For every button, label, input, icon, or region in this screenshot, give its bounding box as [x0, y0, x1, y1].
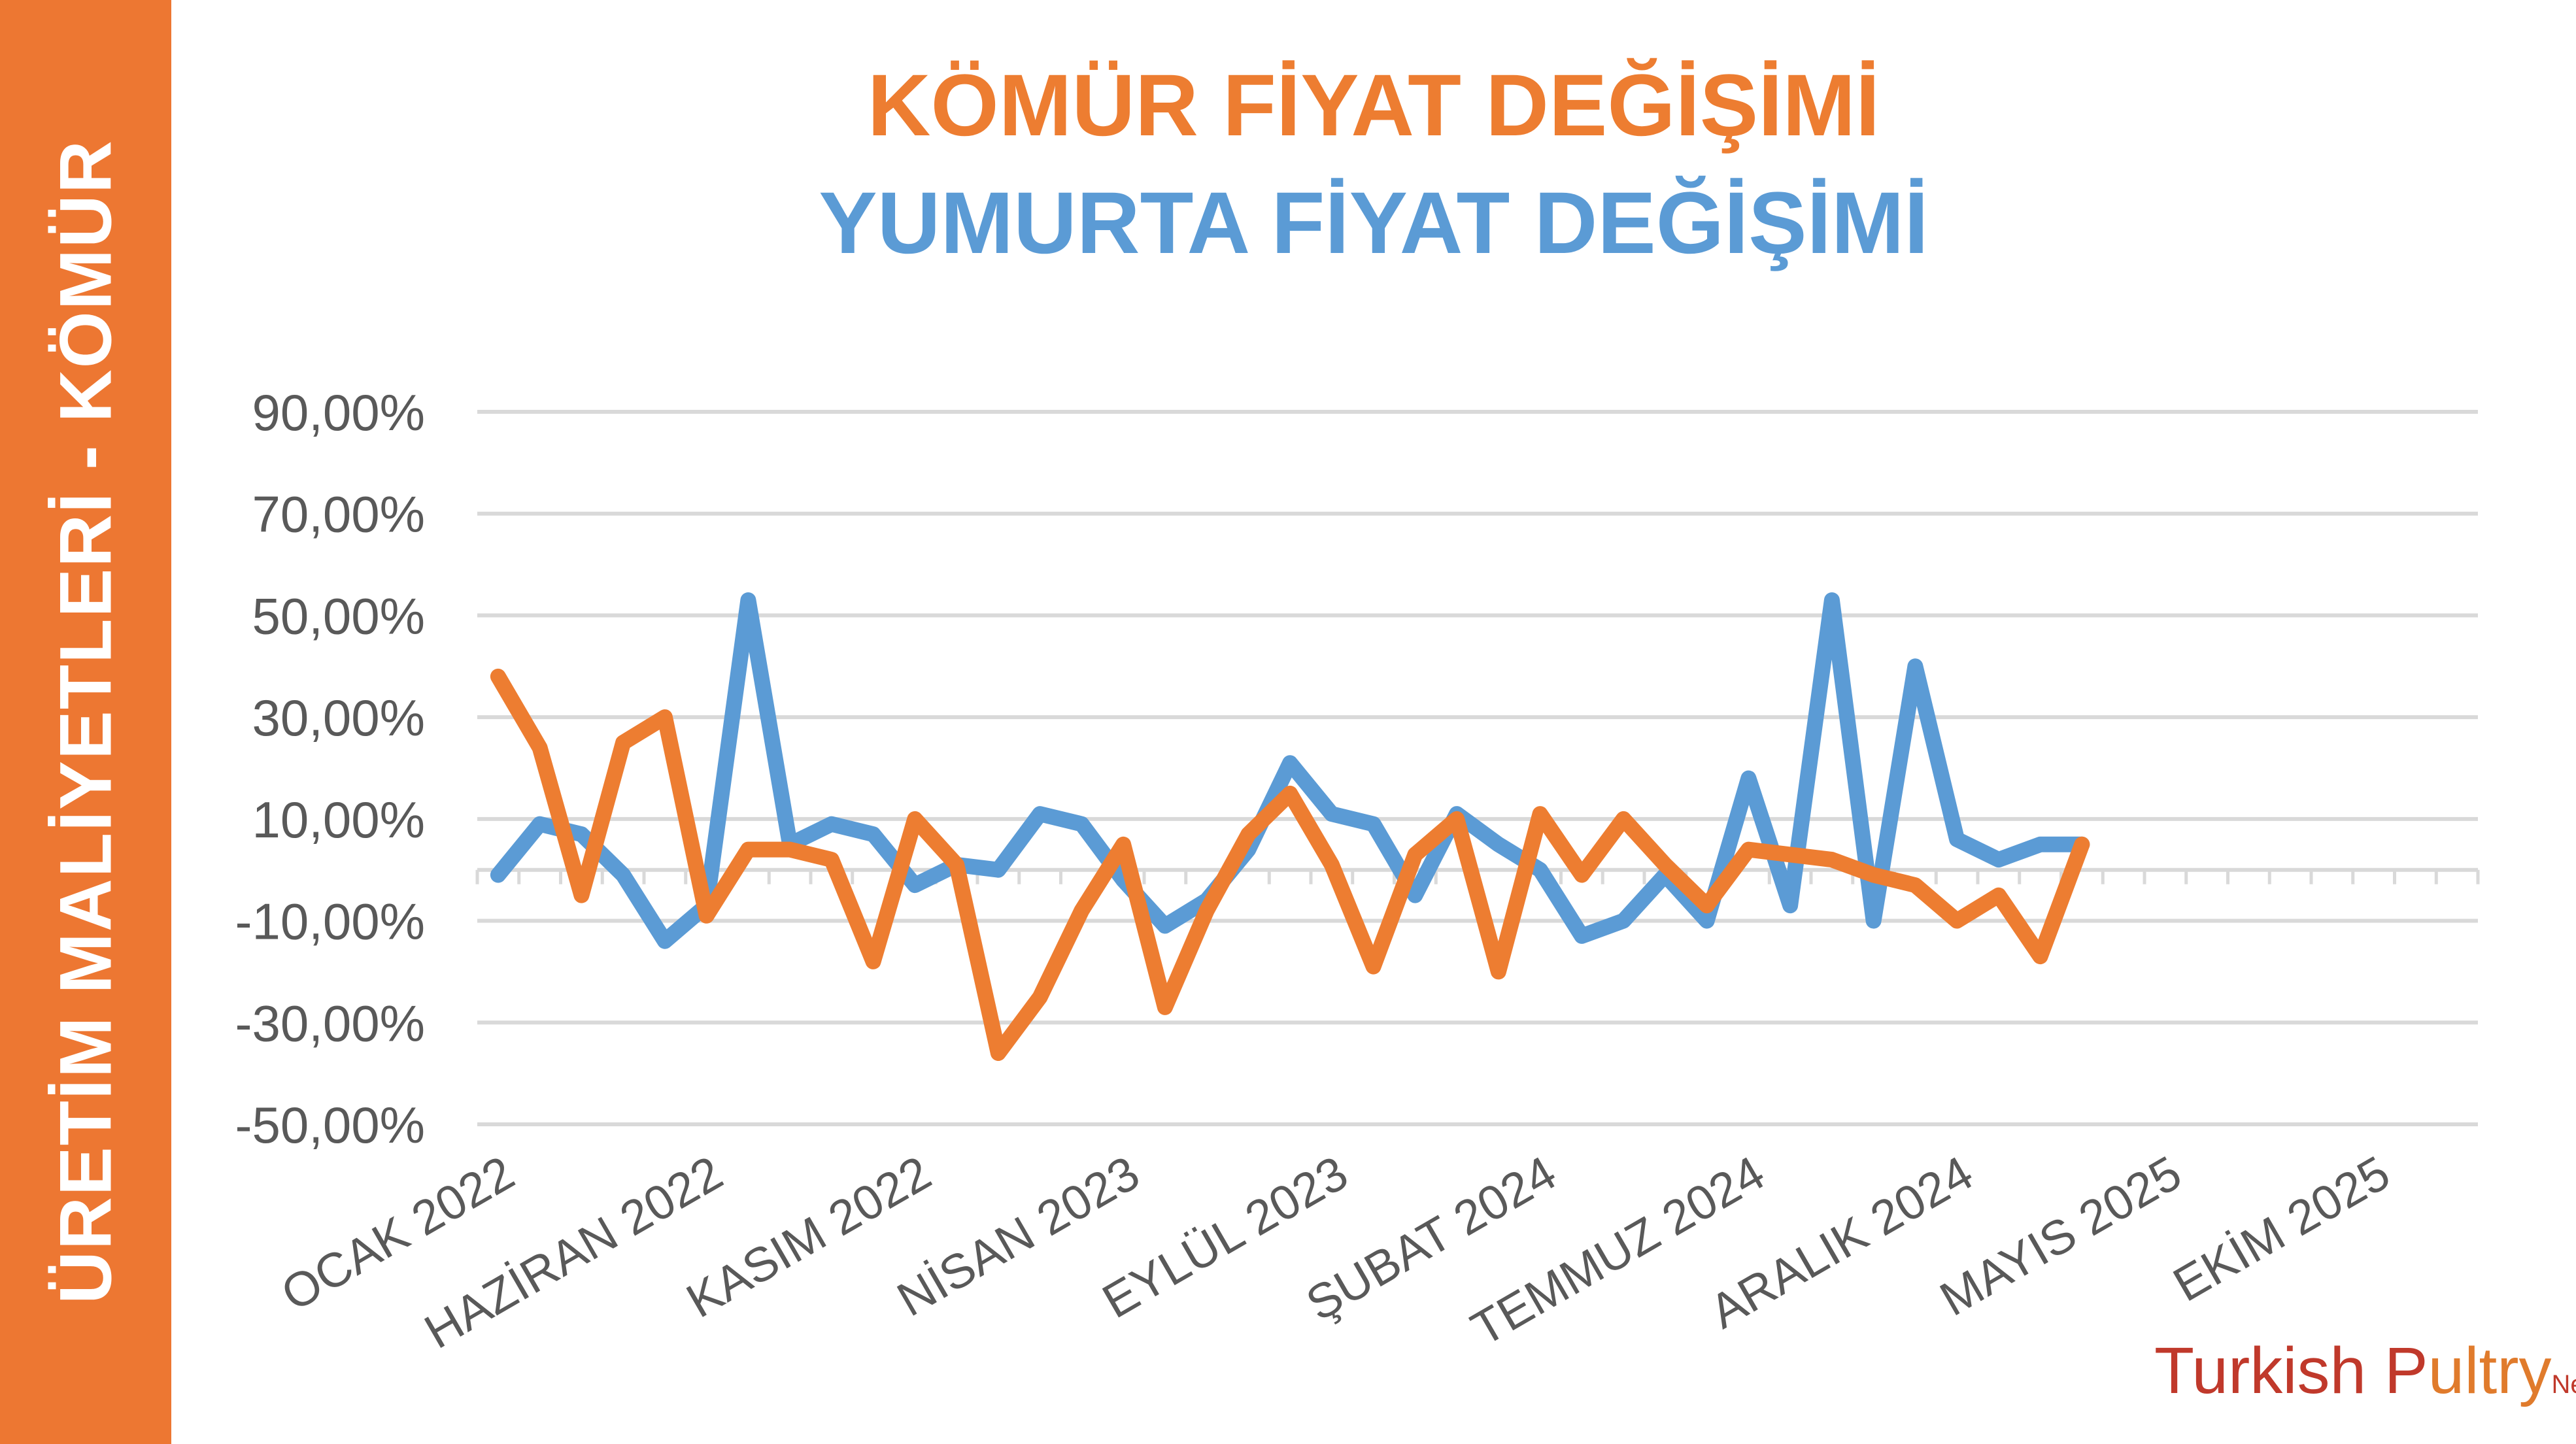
y-tick-label: 70,00%	[252, 486, 425, 543]
series-line-komur	[490, 668, 2090, 1061]
y-tick-label: -50,00%	[235, 1096, 425, 1154]
series-line-yumurta	[490, 592, 2090, 949]
turkish-poultry-logo: Turkish PultryNet	[2154, 1334, 2576, 1409]
y-tick-label: 30,00%	[252, 689, 425, 747]
chart-title-yumurta: YUMURTA FİYAT DEĞİŞİMİ	[819, 175, 1929, 272]
y-tick-label: -30,00%	[235, 994, 425, 1052]
chart-title-komur: KÖMÜR FİYAT DEĞİŞİMİ	[867, 57, 1880, 154]
logo-text-tail: ultry	[2428, 1334, 2552, 1407]
logo-text-main: Turkish P	[2154, 1334, 2428, 1407]
y-tick-label: -10,00%	[235, 893, 425, 950]
x-tick-label: EKİM 2025	[2164, 1145, 2399, 1312]
logo-suffix: Net	[2551, 1370, 2576, 1399]
y-tick-label: 50,00%	[252, 587, 425, 645]
y-tick-label: 10,00%	[252, 791, 425, 848]
sidebar-band: ÜRETİM MALİYETLERİ - KÖMÜR	[0, 0, 171, 1444]
y-tick-label: 90,00%	[252, 384, 425, 441]
